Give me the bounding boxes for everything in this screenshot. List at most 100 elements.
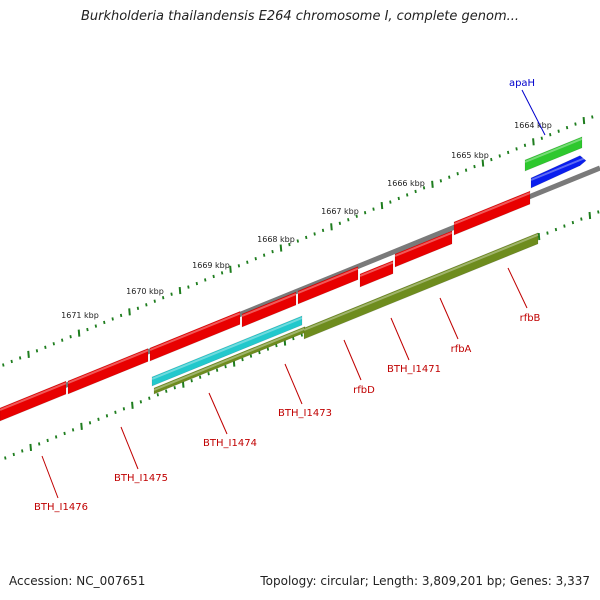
outer-tick-mark bbox=[195, 281, 199, 286]
inner-tick-mark bbox=[546, 231, 549, 235]
gene-features bbox=[0, 136, 587, 422]
outer-tick-mark bbox=[229, 265, 232, 273]
inner-tick-mark bbox=[4, 456, 7, 460]
inner-tick-mark bbox=[80, 422, 83, 430]
inner-tick-mark bbox=[21, 449, 24, 453]
leader-line-rfbd bbox=[343, 339, 362, 381]
outer-tick-mark bbox=[94, 324, 98, 328]
inner-tick-mark bbox=[173, 386, 176, 390]
outer-tick-mark bbox=[212, 274, 215, 279]
outer-tick-mark bbox=[591, 115, 594, 119]
leader-line-apah bbox=[521, 89, 546, 136]
outer-tick-mark bbox=[35, 349, 39, 353]
leader-line-bth_i1471 bbox=[390, 317, 410, 361]
outer-tick-mark bbox=[347, 218, 350, 222]
red-gene-bar-0 bbox=[0, 380, 67, 422]
red-gene-bar-0-shine bbox=[0, 382, 67, 411]
outer-tick-mark bbox=[52, 342, 55, 346]
outer-tick-mark bbox=[456, 172, 459, 176]
apah-green-bar-shine bbox=[524, 137, 583, 163]
red-gene-bar-4-shine bbox=[297, 267, 359, 294]
outer-tick-mark bbox=[448, 175, 451, 179]
map-title: Burkholderia thailandensis E264 chromoso… bbox=[80, 9, 520, 24]
inner-tick-mark bbox=[114, 410, 117, 414]
outer-tick-mark bbox=[237, 264, 241, 268]
outer-tick-mark bbox=[271, 249, 274, 254]
outer-tick-mark bbox=[389, 200, 392, 204]
outer-tick-mark bbox=[523, 143, 527, 148]
cyan-feature-bar bbox=[151, 315, 303, 387]
red-gene-bar-5-shine bbox=[359, 261, 394, 277]
inner-tick-mark bbox=[54, 435, 58, 439]
outer-tick-mark bbox=[380, 201, 384, 210]
outer-tick-mark bbox=[178, 287, 182, 295]
inner-tick-mark bbox=[224, 364, 227, 369]
outer-tick-mark bbox=[204, 278, 207, 282]
tick-label: 1668 kbp bbox=[257, 235, 295, 244]
outer-tick-mark bbox=[464, 168, 468, 172]
outer-tick-mark bbox=[77, 329, 81, 337]
outer-tick-mark bbox=[431, 180, 434, 188]
apah-blue-bar bbox=[530, 155, 587, 189]
outer-tick-mark bbox=[481, 159, 485, 167]
inner-tick-mark bbox=[198, 375, 202, 379]
leader-line-bth_i1475 bbox=[120, 426, 139, 470]
outer-tick-mark bbox=[557, 129, 560, 133]
red-gene-bar-4 bbox=[297, 266, 359, 305]
red-gene-bar-3-shine bbox=[241, 293, 297, 317]
outer-tick-mark bbox=[506, 150, 510, 155]
inner-tick-mark bbox=[12, 452, 15, 457]
inner-tick-mark bbox=[266, 347, 270, 351]
outer-tick-mark bbox=[69, 334, 72, 339]
outer-tick-mark bbox=[305, 235, 308, 240]
inner-tick-mark bbox=[554, 227, 558, 232]
red-gene-bar-1-shine bbox=[67, 349, 149, 384]
outer-tick-mark bbox=[2, 363, 5, 367]
inner-tick-mark bbox=[122, 407, 126, 411]
inner-tick-mark bbox=[292, 336, 295, 341]
outer-tick-mark bbox=[363, 210, 367, 215]
tick-label: 1670 kbp bbox=[126, 287, 164, 296]
outer-tick-mark bbox=[220, 271, 224, 275]
inner-tick-mark bbox=[156, 393, 159, 397]
label-leader-lines bbox=[41, 89, 546, 499]
outer-tick-mark bbox=[288, 242, 291, 247]
olive-feature-bar-right bbox=[303, 232, 539, 340]
inner-tick-mark bbox=[207, 371, 210, 376]
tick-label: 1667 kbp bbox=[321, 207, 359, 216]
inner-tick-mark bbox=[131, 401, 134, 409]
inner-tick-mark bbox=[71, 428, 75, 432]
outer-tick-mark bbox=[414, 189, 417, 194]
red-gene-bar-7-shine bbox=[453, 192, 531, 225]
outer-tick-mark bbox=[498, 154, 501, 158]
outer-tick-mark bbox=[355, 214, 358, 218]
outer-tick-mark bbox=[18, 356, 22, 360]
gene-label-apah: apaH bbox=[509, 78, 535, 89]
olive-feature-bar-left-shine bbox=[153, 327, 306, 391]
inner-tick-mark bbox=[300, 333, 303, 337]
gene-label-rfbd: rfbD bbox=[353, 385, 375, 396]
inner-tick-mark bbox=[258, 350, 261, 355]
red-gene-bar-2 bbox=[149, 310, 241, 362]
apah-green-bar bbox=[524, 136, 583, 172]
inner-tick-mark bbox=[148, 396, 151, 400]
gene-label-rfbb: rfbB bbox=[520, 313, 541, 324]
outer-tick-mark bbox=[406, 193, 409, 197]
inner-tick-mark bbox=[275, 343, 278, 348]
accession-text: Accession: NC_007651 bbox=[9, 574, 146, 588]
outer-tick-mark bbox=[187, 285, 190, 289]
inner-tick-mark bbox=[63, 431, 66, 436]
inner-tick-mark bbox=[139, 400, 143, 404]
outer-tick-mark bbox=[582, 116, 586, 125]
outer-tick-mark bbox=[296, 239, 299, 243]
outer-tick-mark bbox=[372, 207, 375, 211]
tick-label: 1671 kbp bbox=[61, 311, 99, 320]
outer-tick-mark bbox=[27, 350, 30, 358]
outer-tick-mark bbox=[532, 138, 535, 146]
red-gene-bar-2-shine bbox=[149, 312, 241, 351]
outer-tick-mark bbox=[246, 260, 249, 264]
outer-tick-mark bbox=[111, 317, 114, 321]
outer-tick-mark bbox=[119, 313, 123, 318]
red-gene-bar-6-shine bbox=[394, 231, 453, 257]
